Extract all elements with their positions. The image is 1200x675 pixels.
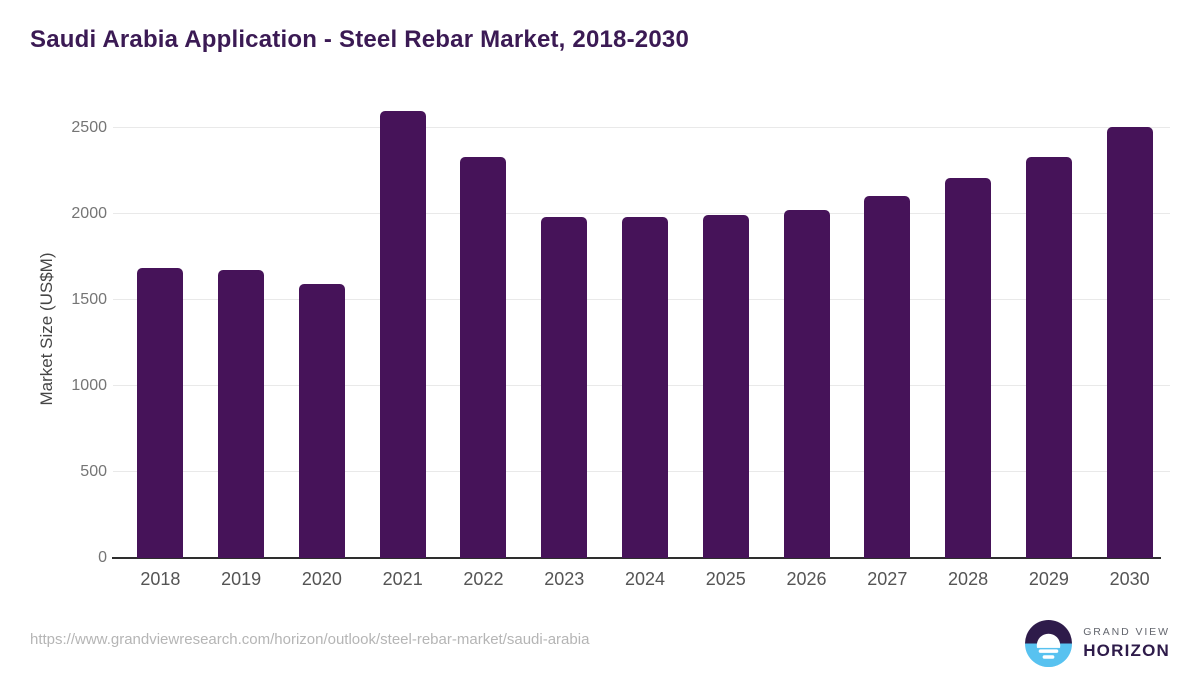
bar-2030[interactable]	[1106, 127, 1153, 558]
x-tick-label: 2023	[544, 569, 585, 589]
bar-2023[interactable]	[541, 217, 588, 558]
x-tick-label: 2028	[948, 569, 989, 589]
brand-logo: GRAND VIEW HORIZON	[1025, 620, 1170, 667]
bar-2021[interactable]	[379, 111, 426, 558]
x-tick-label: 2025	[705, 569, 746, 589]
bar-2028[interactable]	[945, 178, 992, 558]
x-tick-label: 2020	[301, 569, 342, 589]
y-tick-label: 1500	[71, 291, 107, 309]
logo-brand-line2: HORIZON	[1083, 641, 1170, 660]
x-tick-label: 2019	[221, 569, 262, 589]
x-tick-label: 2022	[463, 569, 504, 589]
bar-2026[interactable]	[783, 210, 830, 558]
x-tick-label: 2026	[786, 569, 827, 589]
x-tick-label: 2027	[867, 569, 908, 589]
bar-2025[interactable]	[702, 215, 749, 558]
bar-2027[interactable]	[864, 196, 911, 558]
bar-2029[interactable]	[1025, 157, 1072, 558]
y-tick-label: 2500	[71, 119, 107, 137]
gridline	[113, 127, 1170, 129]
bar-2022[interactable]	[460, 157, 507, 558]
x-tick-label: 2021	[382, 569, 423, 589]
grand-view-horizon-logo-icon	[1025, 620, 1073, 667]
bar-2024[interactable]	[622, 217, 668, 558]
source-url: https://www.grandviewresearch.com/horizo…	[30, 631, 590, 648]
y-tick-label: 500	[80, 463, 107, 480]
bar-2018[interactable]	[137, 268, 184, 558]
x-tick-label: 2029	[1028, 569, 1069, 589]
x-tick-label: 2024	[624, 569, 666, 589]
y-tick-label: 0	[98, 549, 107, 566]
y-tick-label: 2000	[71, 205, 107, 223]
x-tick-label: 2018	[140, 569, 181, 589]
logo-brand-line1: GRAND VIEW	[1083, 626, 1170, 638]
x-tick-label: 2030	[1109, 569, 1150, 589]
logo-text: GRAND VIEW HORIZON	[1083, 626, 1170, 661]
x-axis-line	[112, 557, 1161, 559]
plot-area: 0 500 1000 1500 2000 2500 2018 2019 2020 2021 2022…	[71, 100, 1170, 589]
chart-title: Saudi Arabia Application - Steel Rebar M…	[30, 26, 689, 53]
bar-2019[interactable]	[218, 270, 265, 558]
y-tick-label: 1000	[71, 377, 107, 394]
gridline	[113, 213, 1170, 215]
bar-2020[interactable]	[298, 284, 345, 558]
